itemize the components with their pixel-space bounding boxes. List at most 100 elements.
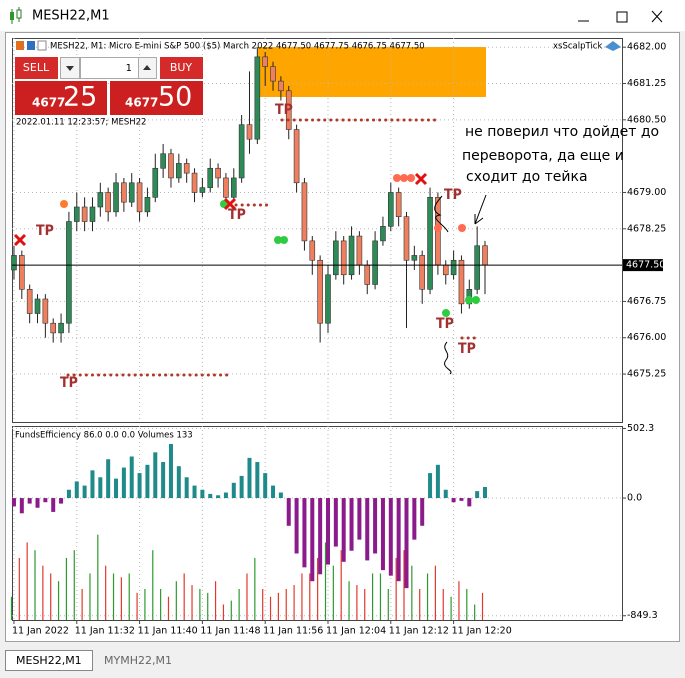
exit-mark: [414, 172, 428, 186]
indicator-header: FundsEfficiency 86.0 0.0 0.0 Volumes 133: [15, 431, 193, 441]
efficiency-bar: [459, 498, 464, 501]
buy-label: BUY: [170, 61, 193, 74]
candle-body: [215, 167, 221, 179]
efficiency-bar: [137, 473, 142, 499]
y-tick-label: 4681.25: [627, 78, 666, 89]
candle-body: [160, 153, 166, 169]
y-tick-label: 4675.25: [627, 369, 666, 380]
candle-body: [26, 289, 33, 314]
efficiency-bar: [200, 489, 205, 499]
signal-dots: [60, 174, 480, 317]
candle-body: [50, 322, 57, 334]
symbol-icon: [16, 40, 47, 51]
candle-body: [387, 192, 394, 227]
efficiency-bar: [19, 498, 24, 514]
tab-label[interactable]: MYMH22,M1: [104, 654, 172, 667]
candle-body: [356, 235, 363, 266]
candle-body: [270, 66, 276, 82]
bid-small: 25: [63, 82, 97, 113]
efficiency-bar: [365, 498, 370, 561]
efficiency-bar: [294, 498, 299, 554]
efficiency-bar: [333, 498, 338, 547]
signal-dot: [442, 309, 450, 317]
candle-body: [223, 177, 229, 198]
drawing: [434, 195, 449, 233]
efficiency-bar: [106, 459, 111, 499]
efficiency-bar: [271, 485, 276, 499]
maximize-button[interactable]: [616, 11, 628, 23]
last-price-box: [623, 259, 663, 272]
y-tick-label: 502.3: [627, 423, 654, 434]
y-tick-label: 4682.00: [627, 42, 666, 53]
candle-body: [230, 177, 237, 198]
candle-body: [482, 245, 488, 266]
candle-body: [34, 298, 41, 314]
signal-dot: [60, 200, 68, 208]
efficiency-bar: [231, 482, 236, 499]
efficiency-bar: [451, 498, 456, 503]
efficiency-bar: [27, 498, 32, 504]
close-button[interactable]: [651, 10, 663, 23]
efficiency-bar: [216, 495, 221, 499]
efficiency-bar: [184, 477, 189, 499]
ask-big: 4677: [125, 96, 158, 110]
candle-body: [144, 197, 151, 213]
ask-box[interactable]: [110, 81, 203, 115]
efficiency-bar: [325, 498, 330, 565]
efficiency-bar: [192, 485, 197, 499]
efficiency-bar: [278, 492, 283, 499]
efficiency-bar: [176, 466, 181, 499]
efficiency-bar: [318, 498, 323, 575]
efficiency-bar: [435, 464, 440, 499]
indicator-icon: [605, 41, 621, 51]
signal-dot: [280, 236, 288, 244]
candle-body: [128, 182, 135, 203]
candle-body: [97, 192, 104, 208]
buy-button[interactable]: [160, 57, 203, 79]
window-title: MESH22,M1: [32, 9, 110, 24]
y-tick-label: 4680.50: [627, 114, 666, 125]
efficiency-bar: [129, 456, 134, 499]
efficiency-bar: [51, 498, 56, 512]
x-tick-label: 11 Jan 12:20: [452, 626, 512, 637]
candle-body: [262, 56, 268, 67]
candle-body: [238, 124, 245, 179]
signal-dot: [274, 236, 282, 244]
x-tick-label: 11 Jan 11:40: [138, 626, 198, 637]
candle-body: [333, 240, 339, 276]
chart-header: MESH22, M1: Micro E-mini S&P 500 ($5) Ma…: [50, 42, 425, 52]
x-tick-label: 11 Jan 11:48: [200, 626, 260, 637]
tab-active[interactable]: [5, 650, 93, 671]
candle-body: [301, 182, 308, 242]
efficiency-bar: [90, 470, 95, 499]
candle-body: [293, 129, 300, 184]
indicator-name: xsScalpTick: [553, 42, 602, 52]
candle-body: [176, 163, 182, 179]
ask-small: 50: [158, 82, 192, 113]
efficiency-bar: [357, 498, 362, 540]
sell-button[interactable]: [15, 57, 58, 79]
candle-body: [450, 259, 457, 276]
candle-body: [58, 322, 64, 334]
candle-body: [73, 206, 80, 222]
signal-dot: [465, 296, 473, 304]
candle-body: [348, 235, 355, 276]
candle-body: [89, 206, 96, 222]
comment-line: не поверил что дойдет до: [465, 124, 659, 140]
comment-line: сходит до тейка: [466, 169, 588, 185]
efficiency-bar: [475, 491, 480, 499]
x-tick-label: 11 Jan 2022: [12, 626, 69, 637]
tab-label: MESH22,M1: [16, 654, 82, 667]
bid-box[interactable]: [15, 81, 107, 115]
efficiency-bar: [43, 498, 48, 503]
candle-body: [113, 182, 119, 213]
efficiency-bar: [114, 478, 119, 499]
x-tick-label: 11 Jan 11:32: [75, 626, 135, 637]
tp-label: TP: [60, 375, 78, 391]
tp-label: TP: [275, 102, 293, 118]
efficiency-bar: [263, 473, 268, 499]
efficiency-bar: [145, 464, 150, 499]
efficiency-bar: [74, 481, 79, 499]
exit-mark: [223, 197, 237, 211]
candle-body: [246, 124, 253, 140]
